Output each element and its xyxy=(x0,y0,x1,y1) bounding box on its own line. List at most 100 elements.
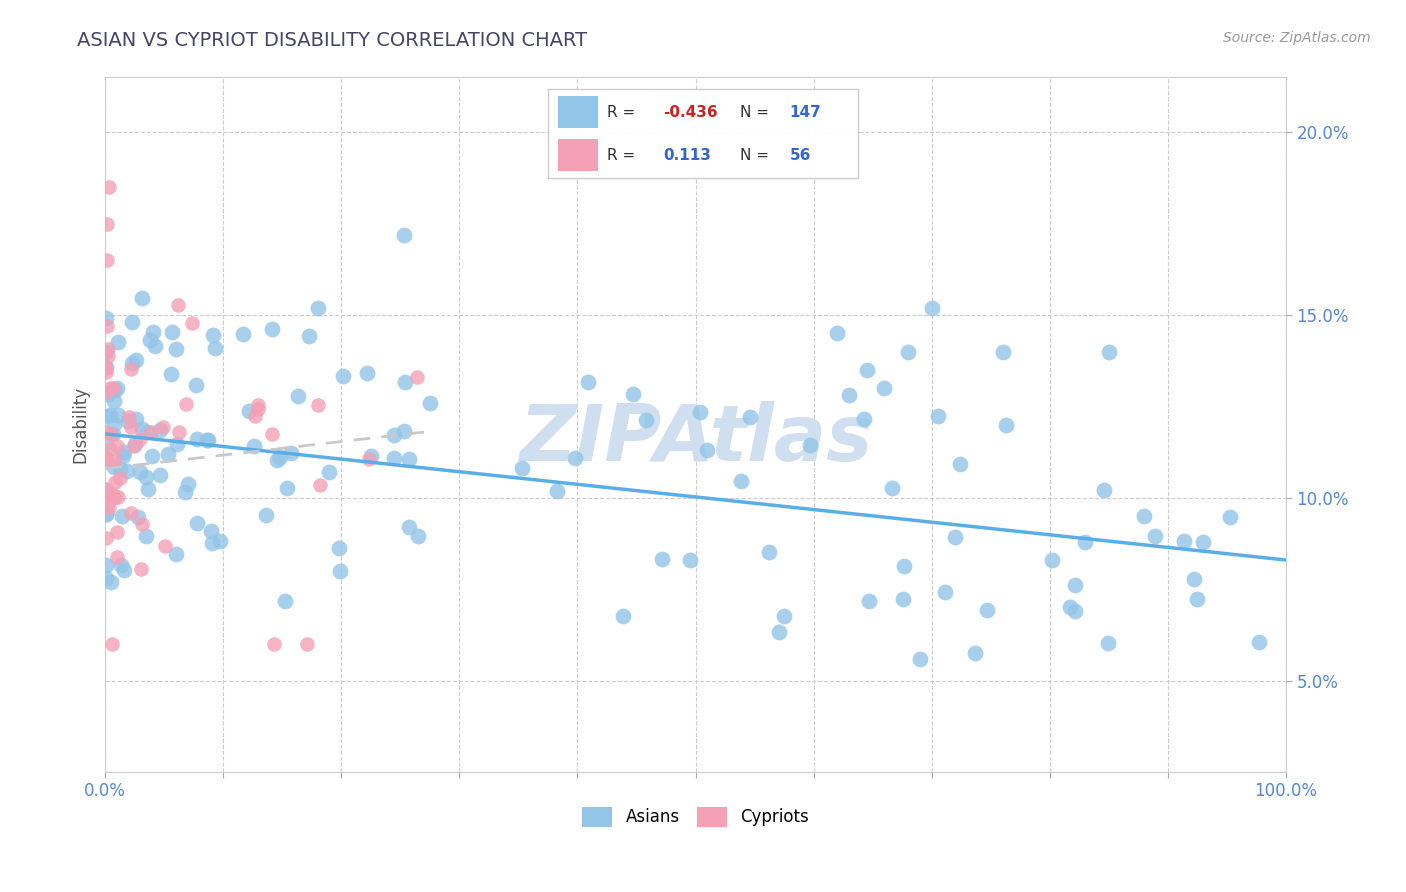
Point xyxy=(104,453,127,467)
Y-axis label: Disability: Disability xyxy=(72,386,89,463)
Point xyxy=(1192,534,1215,549)
Point xyxy=(612,609,634,624)
Point xyxy=(96,453,118,467)
Point xyxy=(96,360,118,375)
Point xyxy=(100,381,122,395)
Point xyxy=(360,449,382,463)
Text: N =: N = xyxy=(740,148,769,162)
Point xyxy=(307,301,329,316)
Point xyxy=(510,461,533,475)
Point xyxy=(318,466,340,480)
Point xyxy=(546,483,568,498)
Point xyxy=(254,508,277,522)
Point xyxy=(963,646,986,660)
Point xyxy=(120,506,142,520)
Point xyxy=(94,571,117,585)
Point xyxy=(740,410,762,425)
Point xyxy=(131,517,153,532)
Point xyxy=(160,325,183,339)
Point xyxy=(101,381,124,395)
Point xyxy=(893,559,915,574)
Point xyxy=(136,425,159,439)
Text: R =: R = xyxy=(607,105,636,120)
Point xyxy=(943,530,966,544)
Point xyxy=(838,388,860,402)
Point xyxy=(94,558,117,572)
Point xyxy=(1074,534,1097,549)
Point xyxy=(994,417,1017,432)
Point xyxy=(392,424,415,438)
Point xyxy=(166,437,188,451)
Point xyxy=(97,349,120,363)
Point xyxy=(105,524,128,539)
Point xyxy=(96,253,118,268)
Text: ZIPAtlas: ZIPAtlas xyxy=(519,401,872,476)
Point xyxy=(94,483,117,497)
Point xyxy=(165,342,187,356)
Point xyxy=(921,301,943,315)
Point xyxy=(394,375,416,389)
Point xyxy=(128,465,150,479)
Point xyxy=(934,584,956,599)
Point xyxy=(768,624,790,639)
Point xyxy=(308,478,330,492)
Point xyxy=(174,485,197,500)
Point xyxy=(98,408,121,422)
Point xyxy=(96,531,118,545)
Point xyxy=(103,460,125,475)
Point xyxy=(200,536,222,550)
Point xyxy=(880,481,903,495)
Point xyxy=(149,468,172,483)
Point xyxy=(103,417,125,432)
Point xyxy=(125,412,148,426)
Point xyxy=(384,427,406,442)
Point xyxy=(406,529,429,543)
Point xyxy=(773,609,796,624)
Point xyxy=(131,422,153,436)
Point xyxy=(1247,635,1270,649)
Point xyxy=(332,369,354,384)
Point xyxy=(143,339,166,353)
Point xyxy=(398,520,420,534)
Point xyxy=(1219,510,1241,524)
Point xyxy=(166,298,188,312)
Point xyxy=(329,564,352,578)
Point xyxy=(1097,636,1119,650)
Point xyxy=(243,439,266,453)
Point xyxy=(908,652,931,666)
Point xyxy=(105,381,128,395)
Point xyxy=(297,637,319,651)
Point xyxy=(129,562,152,576)
Point xyxy=(94,507,117,521)
Point xyxy=(94,435,117,450)
Point xyxy=(149,424,172,438)
Point xyxy=(204,342,226,356)
Point xyxy=(124,437,146,451)
Point xyxy=(96,425,118,440)
Point xyxy=(186,433,208,447)
Point xyxy=(758,545,780,559)
Point xyxy=(232,326,254,341)
Point xyxy=(108,471,131,485)
Point xyxy=(398,452,420,467)
Point xyxy=(1133,509,1156,524)
Point xyxy=(730,474,752,488)
Point xyxy=(636,413,658,427)
Point xyxy=(96,385,118,400)
Point xyxy=(135,529,157,543)
Point xyxy=(247,398,270,412)
Point xyxy=(121,315,143,329)
Point xyxy=(120,420,142,434)
Point xyxy=(141,326,163,340)
Point xyxy=(153,539,176,553)
Point xyxy=(1144,529,1167,543)
Text: 56: 56 xyxy=(790,148,811,162)
Text: 147: 147 xyxy=(790,105,821,120)
Point xyxy=(238,404,260,418)
Point xyxy=(107,490,129,504)
Point xyxy=(825,326,848,341)
Point xyxy=(564,451,586,466)
Point xyxy=(382,450,405,465)
Point xyxy=(101,486,124,500)
Point xyxy=(858,594,880,608)
